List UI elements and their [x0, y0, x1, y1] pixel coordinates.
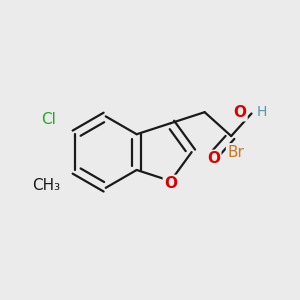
- Text: O: O: [207, 151, 220, 166]
- Text: O: O: [164, 176, 177, 191]
- Text: Cl: Cl: [41, 112, 56, 127]
- Text: Br: Br: [227, 145, 244, 160]
- Text: O: O: [233, 105, 246, 120]
- Text: CH₃: CH₃: [32, 178, 60, 193]
- Text: H: H: [257, 105, 267, 119]
